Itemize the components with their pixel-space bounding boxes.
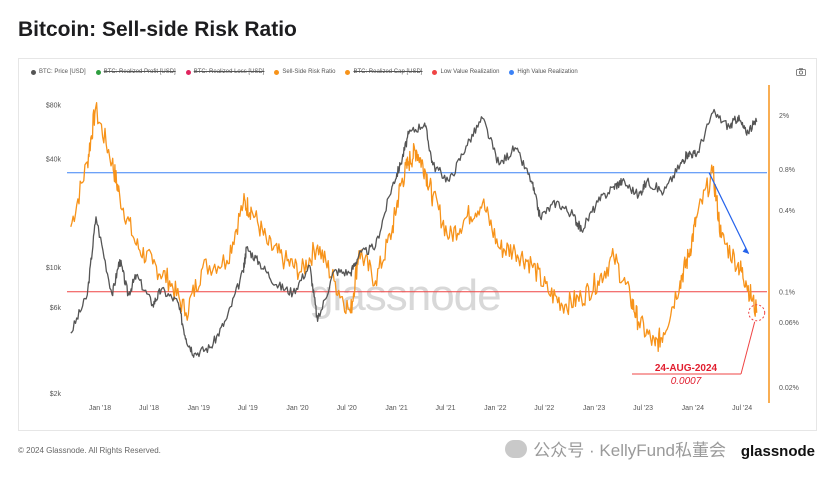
x-tick-label: Jan '23 <box>583 405 605 412</box>
x-tick-label: Jul '20 <box>337 405 357 412</box>
right-tick-label: 0.1% <box>779 290 795 297</box>
legend-label: BTC: Realized Loss [USD] <box>193 69 265 75</box>
camera-icon[interactable] <box>796 68 806 78</box>
chart-svg: $80k $40k $10k $6k $2k 2% 0.8% 0.4% 0.1% 0.06% 0.0… <box>46 85 799 412</box>
glassnode-watermark: glassnode <box>309 271 502 320</box>
left-tick-label: $40k <box>46 157 62 164</box>
chart-panel: BTC: Price [USD] BTC: Realized Profit [U… <box>18 58 817 431</box>
x-tick-label: Jul '19 <box>238 405 258 412</box>
left-tick-label: $10k <box>46 265 62 272</box>
copyright-footer: © 2024 Glassnode. All Rights Reserved. <box>18 446 161 455</box>
wechat-watermark: 公众号 · KellyFund私董会 <box>505 436 726 461</box>
series-line-sell-side-risk-ratio <box>70 102 758 353</box>
series-line-btc-price-usd- <box>70 108 758 358</box>
chart-legend: BTC: Price [USD] BTC: Realized Profit [U… <box>31 69 578 75</box>
right-tick-label: 0.8% <box>779 167 795 174</box>
legend-item-price[interactable]: BTC: Price [USD] <box>31 69 86 75</box>
x-tick-label: Jan '18 <box>89 405 111 412</box>
legend-item-realized-loss[interactable]: BTC: Realized Loss [USD] <box>185 69 265 75</box>
legend-label: High Value Realization <box>517 69 578 75</box>
brand-logo: glassnode <box>740 443 815 460</box>
legend-dot <box>345 69 351 75</box>
x-tick-label: Jan '22 <box>484 405 506 412</box>
right-tick-label: 0.06% <box>779 320 799 327</box>
legend-dot <box>185 69 191 75</box>
legend-item-realized-cap[interactable]: BTC: Realized Cap [USD] <box>345 69 422 75</box>
x-tick-label: Jan '20 <box>286 405 308 412</box>
annotation-value: 0.0007 <box>671 376 702 387</box>
legend-item-high-value[interactable]: High Value Realization <box>509 69 578 75</box>
wechat-icon <box>505 439 528 458</box>
x-tick-label: Jul '18 <box>139 405 159 412</box>
x-tick-label: Jan '21 <box>385 405 407 412</box>
x-tick-label: Jul '23 <box>633 405 653 412</box>
right-tick-label: 2% <box>779 113 789 120</box>
annotation-date: 24-AUG-2024 <box>655 363 718 374</box>
legend-dot <box>432 69 438 75</box>
legend-label: Sell-Side Risk Ratio <box>282 69 336 75</box>
legend-item-low-value[interactable]: Low Value Realization <box>432 69 499 75</box>
annotation-leader-line <box>740 321 756 375</box>
right-tick-label: 0.4% <box>779 208 795 215</box>
legend-dot <box>95 69 101 75</box>
trend-arrow-line <box>708 172 750 255</box>
chart-title: Bitcoin: Sell-side Risk Ratio <box>18 18 297 41</box>
left-tick-label: $2k <box>50 391 62 398</box>
legend-item-realized-profit[interactable]: BTC: Realized Profit [USD] <box>95 69 176 75</box>
legend-dot <box>274 69 280 75</box>
latest-value-circle <box>748 304 766 322</box>
x-tick-label: Jul '21 <box>436 405 456 412</box>
legend-label: Low Value Realization <box>440 69 500 75</box>
legend-dot <box>31 69 36 75</box>
legend-label: BTC: Realized Cap [USD] <box>353 69 423 75</box>
camera-icon-svg <box>796 68 806 76</box>
legend-label: BTC: Realized Profit [USD] <box>103 69 176 75</box>
x-tick-label: Jul '22 <box>534 405 554 412</box>
x-tick-label: Jul '24 <box>732 405 752 412</box>
left-tick-label: $80k <box>46 102 62 109</box>
legend-dot <box>509 69 515 75</box>
legend-item-sell-side-risk[interactable]: Sell-Side Risk Ratio <box>274 69 335 75</box>
left-tick-label: $6k <box>50 305 62 312</box>
x-tick-label: Jan '24 <box>682 405 704 412</box>
wechat-watermark-text: 公众号 · KellyFund私董会 <box>533 441 726 460</box>
right-tick-label: 0.02% <box>779 385 799 392</box>
x-tick-label: Jan '19 <box>188 405 210 412</box>
trend-arrow-head <box>742 247 749 254</box>
legend-label: BTC: Price [USD] <box>39 69 86 75</box>
